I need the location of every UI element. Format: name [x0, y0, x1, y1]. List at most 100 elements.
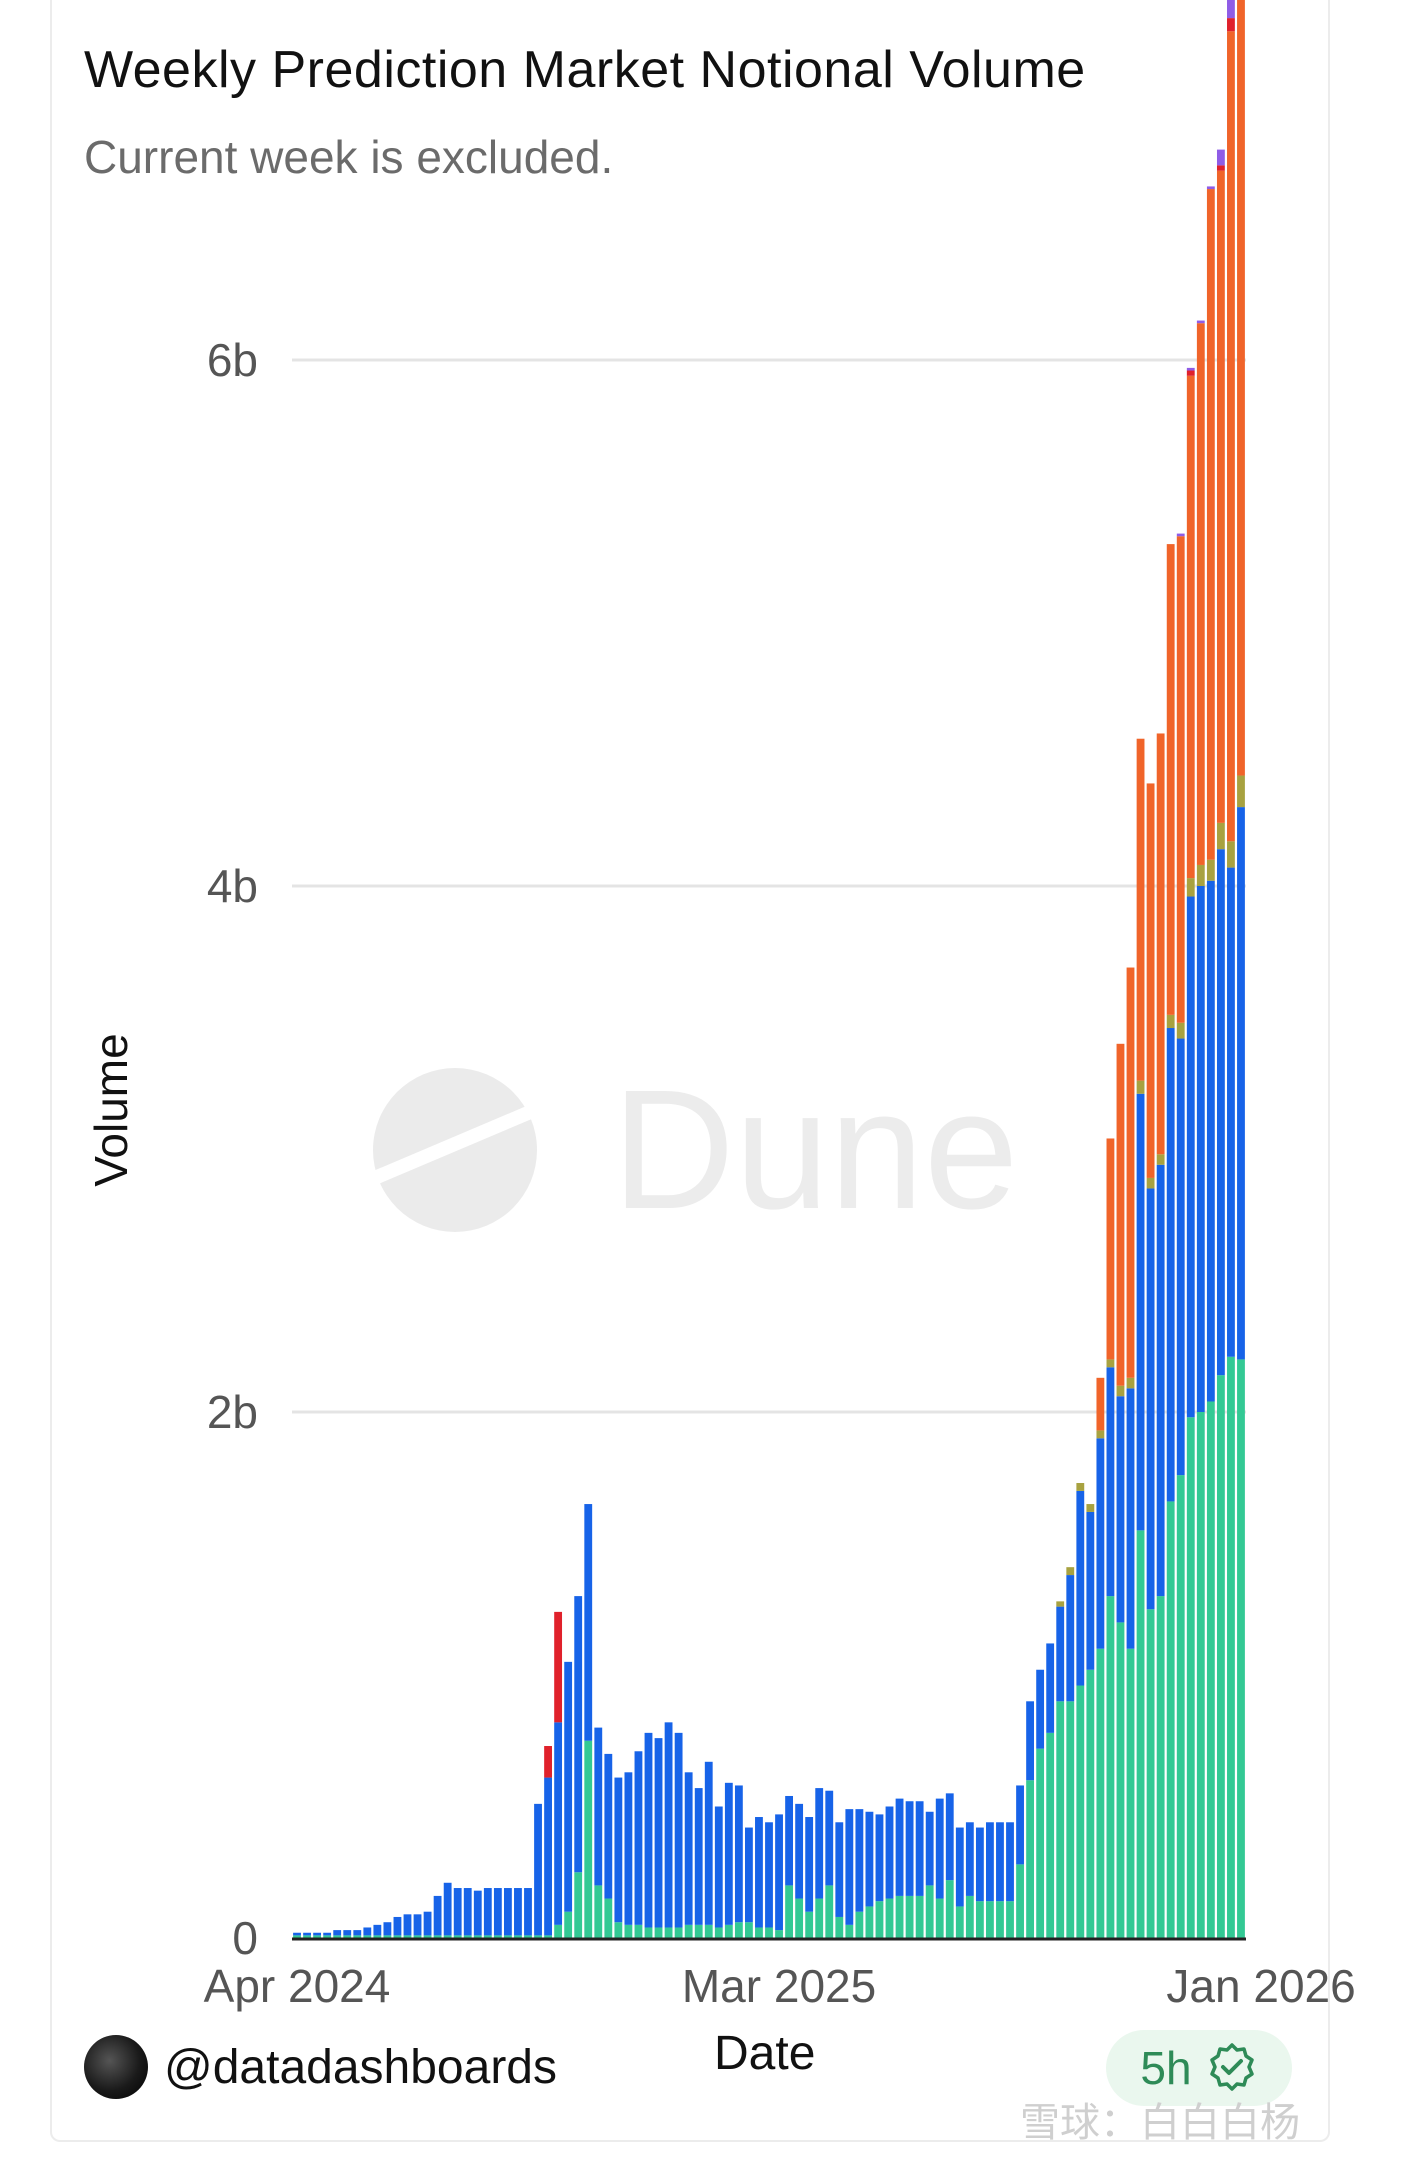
bar-teal [825, 1885, 834, 1938]
y-tick-label: 0 [232, 1912, 258, 1964]
bar-orange [1216, 170, 1225, 823]
bar-blue [654, 1738, 663, 1928]
bar-teal [604, 1898, 613, 1938]
bar-blue [473, 1890, 482, 1936]
bar-teal [323, 1935, 332, 1938]
bar-teal [905, 1895, 914, 1938]
y-axis-title: Volume [85, 1033, 137, 1186]
bar-blue [293, 1932, 301, 1936]
bar-blue [1166, 1028, 1175, 1502]
bar-teal [1106, 1596, 1115, 1938]
bar-blue [1006, 1822, 1014, 1902]
bar-blue [785, 1795, 793, 1886]
bar-orange [1196, 323, 1205, 865]
x-axis-title: Date [714, 2027, 816, 2080]
bar-teal [403, 1935, 412, 1938]
bar-teal [423, 1935, 432, 1938]
bar-teal [925, 1885, 934, 1938]
x-tick-label: Mar 2025 [682, 1960, 876, 2012]
bar-red [1186, 370, 1195, 376]
bar-teal [634, 1924, 643, 1938]
bar-teal [453, 1935, 462, 1938]
bar-orange [1227, 31, 1235, 842]
bar-teal [955, 1906, 964, 1938]
bar-blue [644, 1732, 653, 1928]
bar-blue [775, 1814, 783, 1931]
bar-blue [1227, 867, 1235, 1357]
bar-blue [584, 1504, 593, 1741]
bar-teal [493, 1935, 502, 1938]
bar-teal [614, 1922, 623, 1938]
bar-olive [1086, 1504, 1095, 1512]
bar-teal [1096, 1648, 1105, 1938]
bar-purple [1216, 149, 1225, 166]
bar-blue [343, 1930, 352, 1936]
bar-blue [373, 1924, 382, 1936]
bar-blue [875, 1814, 884, 1902]
bar-blue [1216, 849, 1225, 1376]
bar-teal [875, 1901, 884, 1938]
bar-blue [845, 1809, 854, 1925]
bar-blue [524, 1888, 532, 1936]
bar-blue [1237, 807, 1245, 1360]
bar-teal [935, 1898, 944, 1938]
bar-orange [1106, 1138, 1115, 1360]
bar-teal [1176, 1475, 1185, 1938]
bar-blue [383, 1922, 392, 1936]
bar-blue [955, 1827, 964, 1907]
bar-teal [353, 1935, 362, 1938]
author-link[interactable]: @datadashboards [164, 2041, 557, 2094]
dune-watermark: Dune [363, 1055, 1018, 1245]
bar-teal [503, 1935, 512, 1938]
bar-blue [724, 1782, 733, 1925]
bar-blue [423, 1911, 432, 1936]
bar-teal [554, 1924, 563, 1938]
bar-teal [694, 1924, 703, 1938]
bar-blue [574, 1596, 583, 1873]
bar-teal [313, 1935, 322, 1938]
bar-blue [975, 1827, 984, 1902]
bar-blue [935, 1798, 944, 1899]
bar-olive [1176, 1022, 1185, 1039]
bar-blue [855, 1809, 864, 1912]
chart-subtitle: Current week is excluded. [84, 131, 614, 183]
bar-teal [1216, 1375, 1225, 1938]
bar-blue [393, 1916, 402, 1936]
chart-title: Weekly Prediction Market Notional Volume [84, 41, 1086, 99]
bar-blue [1206, 880, 1215, 1402]
bar-blue [905, 1801, 914, 1896]
bar-blue [544, 1777, 552, 1936]
bar-blue [895, 1798, 904, 1896]
bar-blue [483, 1888, 492, 1936]
bar-blue [704, 1761, 713, 1925]
bar-teal [724, 1924, 733, 1938]
bar-blue [765, 1822, 773, 1928]
bar-teal [835, 1916, 844, 1938]
avatar[interactable] [84, 2035, 148, 2099]
bar-blue [453, 1888, 462, 1936]
bar-blue [614, 1777, 623, 1923]
bar-blue [313, 1932, 322, 1936]
bar-olive [1116, 1385, 1125, 1397]
bar-teal [975, 1901, 984, 1938]
bar-teal [574, 1872, 583, 1938]
dune-watermark-text: Dune [612, 1055, 1018, 1245]
bar-blue [745, 1827, 753, 1923]
bar-teal [865, 1906, 874, 1938]
bar-blue [413, 1914, 422, 1936]
bar-orange [1186, 375, 1195, 879]
bar-teal [664, 1927, 673, 1938]
bar-blue [1116, 1396, 1125, 1623]
bar-teal [915, 1895, 924, 1938]
bar-teal [734, 1922, 743, 1938]
bar-teal [714, 1927, 723, 1938]
bar-blue [1106, 1367, 1115, 1597]
bar-teal [674, 1927, 683, 1938]
bar-purple [1196, 320, 1205, 324]
bar-blue [1016, 1785, 1024, 1865]
bar-blue [1176, 1038, 1185, 1476]
bar-blue [755, 1817, 763, 1928]
bar-teal [1116, 1622, 1125, 1938]
y-tick-labels: 0 2b 4b 6b [207, 334, 258, 1964]
bar-blue [534, 1803, 542, 1936]
